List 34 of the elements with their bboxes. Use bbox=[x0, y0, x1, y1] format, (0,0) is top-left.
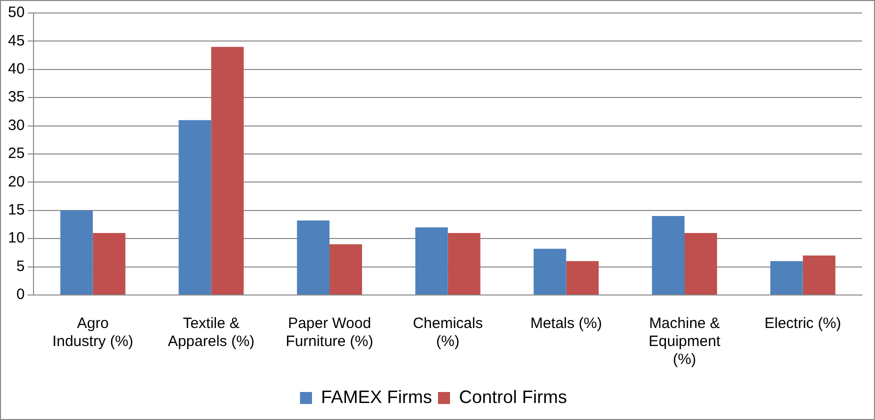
bar bbox=[652, 216, 685, 294]
y-tick-label: 5 bbox=[16, 258, 25, 275]
bar bbox=[415, 227, 448, 294]
y-tick-label: 50 bbox=[8, 4, 25, 22]
x-tick-label: Chemicals (%) bbox=[412, 315, 483, 350]
bar bbox=[211, 46, 244, 294]
x-tick-label: Machine & Equipment (%) bbox=[648, 315, 722, 368]
x-tick-label: Metals (%) bbox=[530, 315, 602, 332]
x-tick-label: Paper Wood Furniture (%) bbox=[286, 315, 374, 350]
bar bbox=[60, 210, 93, 294]
bar bbox=[92, 232, 126, 294]
y-tick-label: 40 bbox=[8, 60, 25, 78]
x-tick-label: Electric (%) bbox=[764, 315, 842, 332]
y-tick-label: 35 bbox=[8, 88, 25, 106]
bar bbox=[448, 232, 480, 294]
bar bbox=[534, 248, 566, 294]
bar bbox=[330, 244, 362, 294]
legend-label: Control Firms bbox=[458, 386, 568, 407]
bar bbox=[802, 256, 836, 294]
y-tick-label: 45 bbox=[8, 32, 25, 50]
bar bbox=[296, 220, 330, 294]
bar bbox=[684, 232, 718, 294]
y-tick-label: 15 bbox=[8, 202, 25, 219]
bar bbox=[770, 261, 803, 294]
x-tick-label: Textile & Apparels (%) bbox=[168, 315, 255, 350]
bar bbox=[566, 261, 599, 294]
y-tick-label: 30 bbox=[8, 116, 25, 134]
y-tick-label: 25 bbox=[8, 145, 25, 162]
bar bbox=[178, 120, 212, 294]
x-tick-label: Agro Industry (%) bbox=[52, 315, 134, 350]
legend-label: FAMEX Firms bbox=[320, 386, 432, 407]
y-tick-label: 0 bbox=[16, 286, 25, 304]
y-tick-label: 20 bbox=[8, 173, 25, 190]
y-tick-label: 10 bbox=[8, 230, 25, 247]
